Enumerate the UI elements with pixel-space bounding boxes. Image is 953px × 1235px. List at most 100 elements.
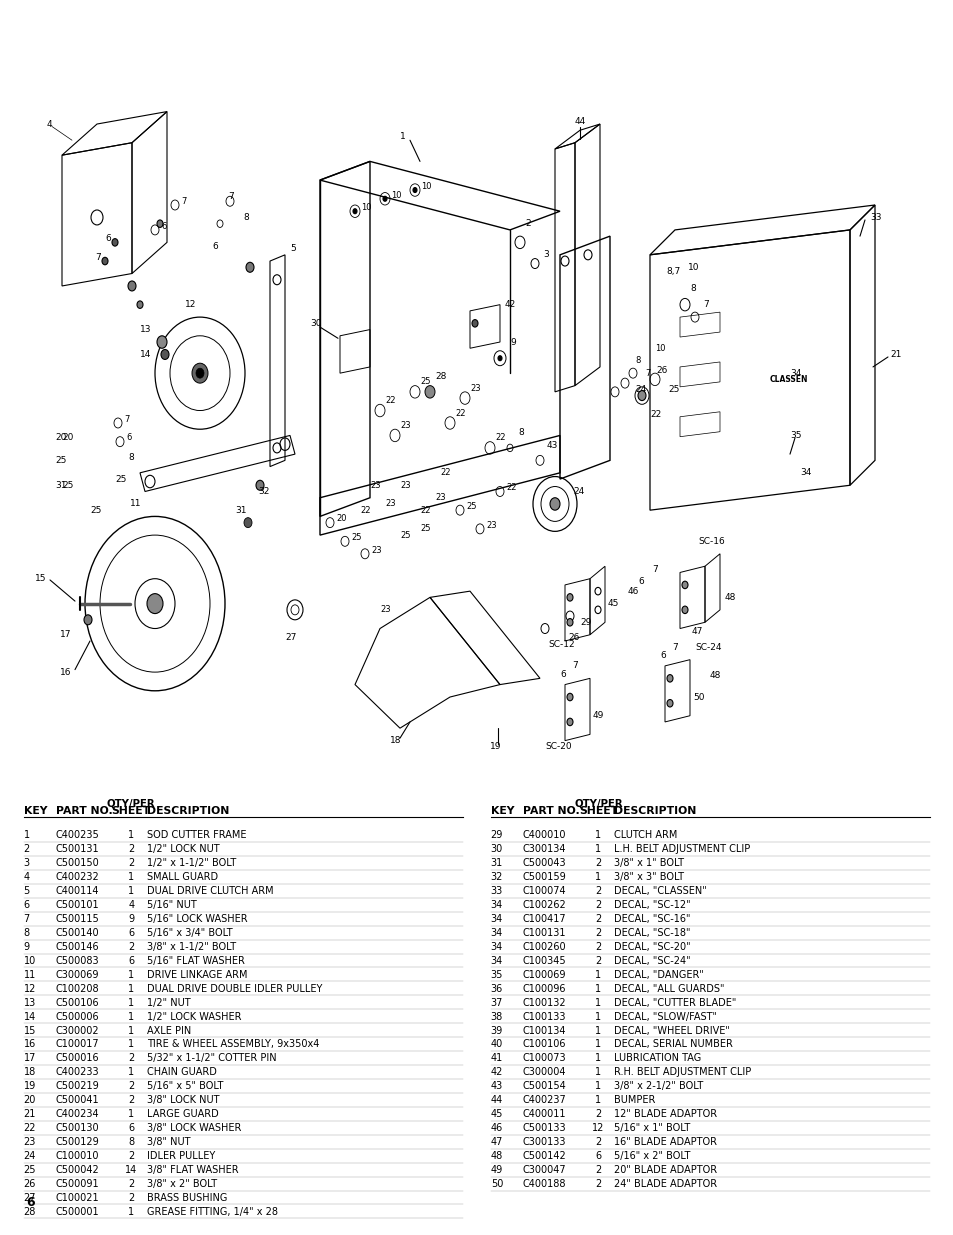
Text: DECAL, "SC-12": DECAL, "SC-12" — [614, 900, 690, 910]
Text: 8: 8 — [128, 1137, 134, 1147]
Text: 1: 1 — [399, 132, 405, 141]
Text: 11: 11 — [24, 969, 36, 979]
Text: 1: 1 — [595, 1025, 600, 1035]
Text: 2: 2 — [24, 845, 30, 855]
Text: 1/2" LOCK WASHER: 1/2" LOCK WASHER — [147, 1011, 241, 1021]
Text: 8: 8 — [517, 429, 523, 437]
Text: 22: 22 — [455, 409, 465, 417]
Text: 14: 14 — [24, 1011, 36, 1021]
Circle shape — [137, 301, 143, 309]
Text: 1: 1 — [128, 984, 134, 994]
Text: 8,7: 8,7 — [665, 267, 679, 275]
Text: PART NO.: PART NO. — [522, 806, 578, 816]
Circle shape — [157, 336, 167, 348]
Text: 25: 25 — [55, 456, 67, 464]
Text: C500159: C500159 — [522, 872, 566, 882]
Text: 8: 8 — [689, 284, 695, 293]
Text: 1: 1 — [128, 1040, 134, 1050]
Text: 1: 1 — [595, 998, 600, 1008]
Text: C400114: C400114 — [55, 885, 99, 897]
Text: 1/2" LOCK NUT: 1/2" LOCK NUT — [147, 845, 220, 855]
Text: 2: 2 — [595, 1179, 600, 1189]
Circle shape — [472, 320, 477, 327]
Text: 22: 22 — [24, 1123, 36, 1132]
Text: 37: 37 — [490, 998, 502, 1008]
Text: 7: 7 — [24, 914, 30, 924]
Text: LUBRICATION TAG: LUBRICATION TAG — [614, 1053, 700, 1063]
Text: 2: 2 — [595, 927, 600, 937]
Text: 18: 18 — [390, 736, 401, 745]
Circle shape — [566, 693, 573, 700]
Text: 2: 2 — [128, 1082, 134, 1092]
Text: C400237: C400237 — [522, 1095, 566, 1105]
Text: 47: 47 — [691, 626, 702, 636]
Text: 2: 2 — [128, 845, 134, 855]
Text: 6: 6 — [126, 433, 132, 442]
Text: PART NO.: PART NO. — [55, 806, 112, 816]
Text: 1: 1 — [595, 1067, 600, 1077]
Circle shape — [112, 238, 118, 246]
Text: 25: 25 — [115, 474, 126, 484]
Text: 1: 1 — [128, 1207, 134, 1216]
Circle shape — [195, 368, 204, 378]
Text: 6: 6 — [128, 1123, 134, 1132]
Text: DECAL, "SC-24": DECAL, "SC-24" — [614, 956, 690, 966]
Text: 10: 10 — [420, 182, 431, 191]
Text: 7: 7 — [228, 191, 233, 201]
Text: 5/16" LOCK WASHER: 5/16" LOCK WASHER — [147, 914, 248, 924]
Text: C100074: C100074 — [522, 885, 566, 897]
Text: 13: 13 — [140, 325, 152, 333]
Text: SOD CUTTER: SOD CUTTER — [206, 12, 476, 47]
Text: 2: 2 — [595, 900, 600, 910]
Text: 5/16" x 5" BOLT: 5/16" x 5" BOLT — [147, 1082, 223, 1092]
Circle shape — [244, 517, 252, 527]
Text: 16" BLADE ADAPTOR: 16" BLADE ADAPTOR — [614, 1137, 717, 1147]
Text: 22: 22 — [359, 505, 370, 515]
Text: 43: 43 — [546, 441, 558, 450]
Text: 9: 9 — [128, 914, 134, 924]
Text: 6: 6 — [105, 235, 111, 243]
Circle shape — [353, 209, 356, 214]
Circle shape — [382, 196, 387, 201]
Text: C500150: C500150 — [55, 858, 99, 868]
Text: 1/2" x 1-1/2" BOLT: 1/2" x 1-1/2" BOLT — [147, 858, 236, 868]
Text: 23: 23 — [485, 521, 497, 530]
Text: 13: 13 — [24, 998, 36, 1008]
Text: DESCRIPTION: DESCRIPTION — [147, 806, 230, 816]
Text: 3/8" x 1-1/2" BOLT: 3/8" x 1-1/2" BOLT — [147, 942, 236, 952]
Text: 19: 19 — [490, 742, 501, 751]
Text: 24: 24 — [573, 487, 583, 496]
Text: 8: 8 — [128, 453, 133, 462]
Text: 1/2" NUT: 1/2" NUT — [147, 998, 191, 1008]
Text: 5/16" x 3/4" BOLT: 5/16" x 3/4" BOLT — [147, 927, 233, 937]
Text: CHAIN GUARD: CHAIN GUARD — [147, 1067, 217, 1077]
Text: 20: 20 — [62, 433, 73, 442]
Text: 3/8" x 3" BOLT: 3/8" x 3" BOLT — [614, 872, 683, 882]
Text: C500115: C500115 — [55, 914, 99, 924]
Text: 2: 2 — [595, 858, 600, 868]
Circle shape — [666, 674, 672, 682]
Text: 2: 2 — [595, 956, 600, 966]
Text: 47: 47 — [490, 1137, 502, 1147]
Circle shape — [497, 356, 501, 361]
Text: 23: 23 — [399, 480, 410, 490]
Text: C500154: C500154 — [522, 1082, 566, 1092]
Text: 34: 34 — [800, 468, 810, 477]
Text: C400234: C400234 — [55, 1109, 99, 1119]
Text: 2: 2 — [595, 1109, 600, 1119]
Text: 1: 1 — [128, 830, 134, 840]
Text: 3/8" x 2" BOLT: 3/8" x 2" BOLT — [147, 1179, 217, 1189]
Text: C400233: C400233 — [55, 1067, 99, 1077]
Text: 38: 38 — [490, 1011, 502, 1021]
Text: 21: 21 — [24, 1109, 36, 1119]
Text: 35: 35 — [490, 969, 502, 979]
Text: C100208: C100208 — [55, 984, 99, 994]
Text: R.H. BELT ADJUSTMENT CLIP: R.H. BELT ADJUSTMENT CLIP — [614, 1067, 751, 1077]
Text: C100069: C100069 — [522, 969, 566, 979]
Text: 5/16" NUT: 5/16" NUT — [147, 900, 197, 910]
Text: 43: 43 — [490, 1082, 502, 1092]
Text: LARGE GUARD: LARGE GUARD — [147, 1109, 219, 1119]
Text: 25: 25 — [667, 385, 679, 394]
Text: 3/8" x 2-1/2" BOLT: 3/8" x 2-1/2" BOLT — [614, 1082, 703, 1092]
Text: 5/16" x 2" BOLT: 5/16" x 2" BOLT — [614, 1151, 690, 1161]
